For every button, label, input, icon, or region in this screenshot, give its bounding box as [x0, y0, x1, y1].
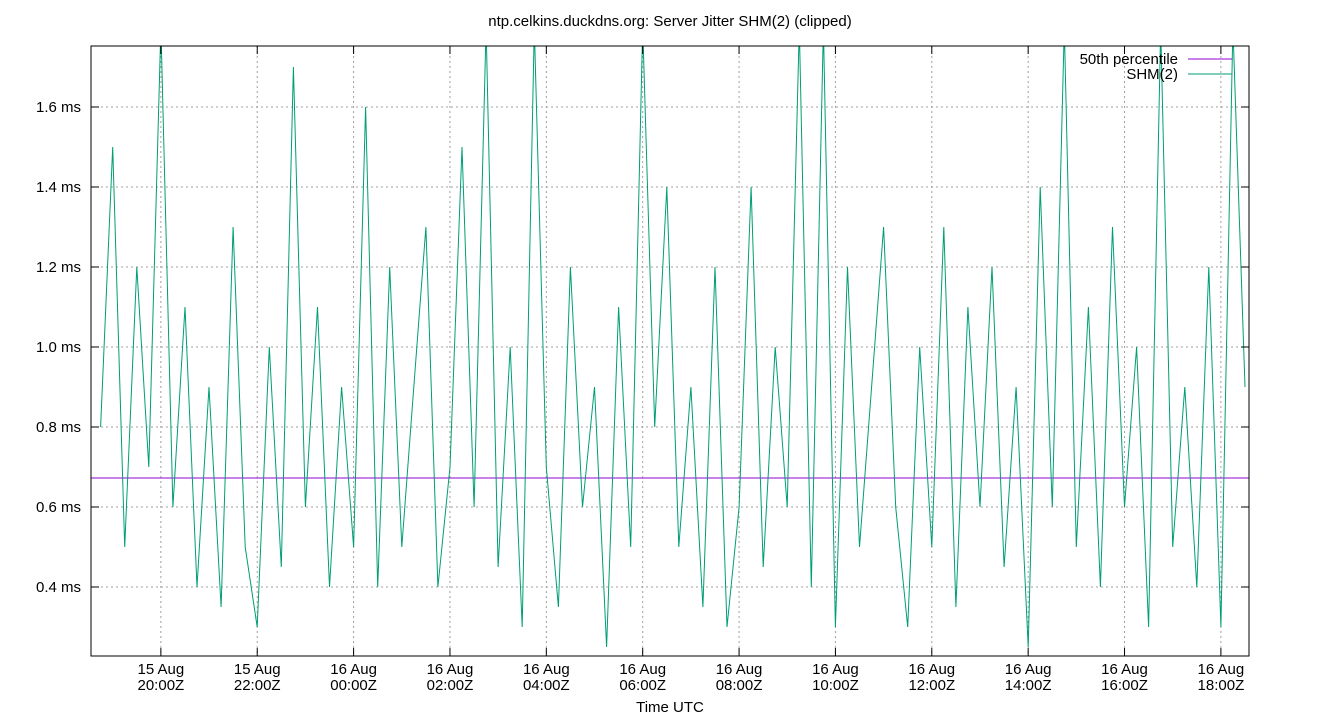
x-tick-label: 18:00Z [1198, 677, 1245, 694]
x-tick-label: 00:00Z [330, 677, 377, 694]
chart-title: ntp.celkins.duckdns.org: Server Jitter S… [488, 13, 851, 30]
y-tick-label: 1.2 ms [36, 259, 81, 276]
x-tick-label: 15 Aug [138, 661, 185, 678]
x-tick-label: 16 Aug [330, 661, 377, 678]
x-tick-label: 16 Aug [908, 661, 955, 678]
y-tick-label: 1.4 ms [36, 179, 81, 196]
y-tick-label: 1.0 ms [36, 339, 81, 356]
x-tick-label: 16 Aug [619, 661, 666, 678]
legend-label: SHM(2) [1126, 66, 1178, 83]
x-tick-label: 14:00Z [1005, 677, 1052, 694]
plot-area [91, 46, 1249, 648]
x-tick-label: 16 Aug [716, 661, 763, 678]
x-tick-label: 16 Aug [1198, 661, 1245, 678]
plot-border [90, 45, 1250, 657]
series-line [100, 46, 1246, 648]
x-tick-label: 20:00Z [138, 677, 185, 694]
y-tick-label: 1.6 ms [36, 99, 81, 116]
y-tick-label: 0.4 ms [36, 579, 81, 596]
x-tick-label: 16 Aug [812, 661, 859, 678]
x-tick-label: 22:00Z [234, 677, 281, 694]
x-tick-label: 16:00Z [1101, 677, 1148, 694]
y-tick-label: 0.8 ms [36, 419, 81, 436]
y-tick-label: 0.6 ms [36, 499, 81, 516]
x-tick-label: 02:00Z [427, 677, 474, 694]
x-tick-label: 16 Aug [523, 661, 570, 678]
x-tick-label: 06:00Z [619, 677, 666, 694]
x-tick-label: 08:00Z [716, 677, 763, 694]
x-tick-label: 16 Aug [1101, 661, 1148, 678]
x-tick-label: 12:00Z [908, 677, 955, 694]
x-axis-label: Time UTC [636, 699, 704, 716]
x-tick-label: 16 Aug [427, 661, 474, 678]
x-tick-label: 16 Aug [1005, 661, 1052, 678]
grid [91, 46, 1249, 656]
legend-label: 50th percentile [1080, 51, 1178, 68]
x-tick-label: 10:00Z [812, 677, 859, 694]
x-tick-label: 15 Aug [234, 661, 281, 678]
x-tick-label: 04:00Z [523, 677, 570, 694]
